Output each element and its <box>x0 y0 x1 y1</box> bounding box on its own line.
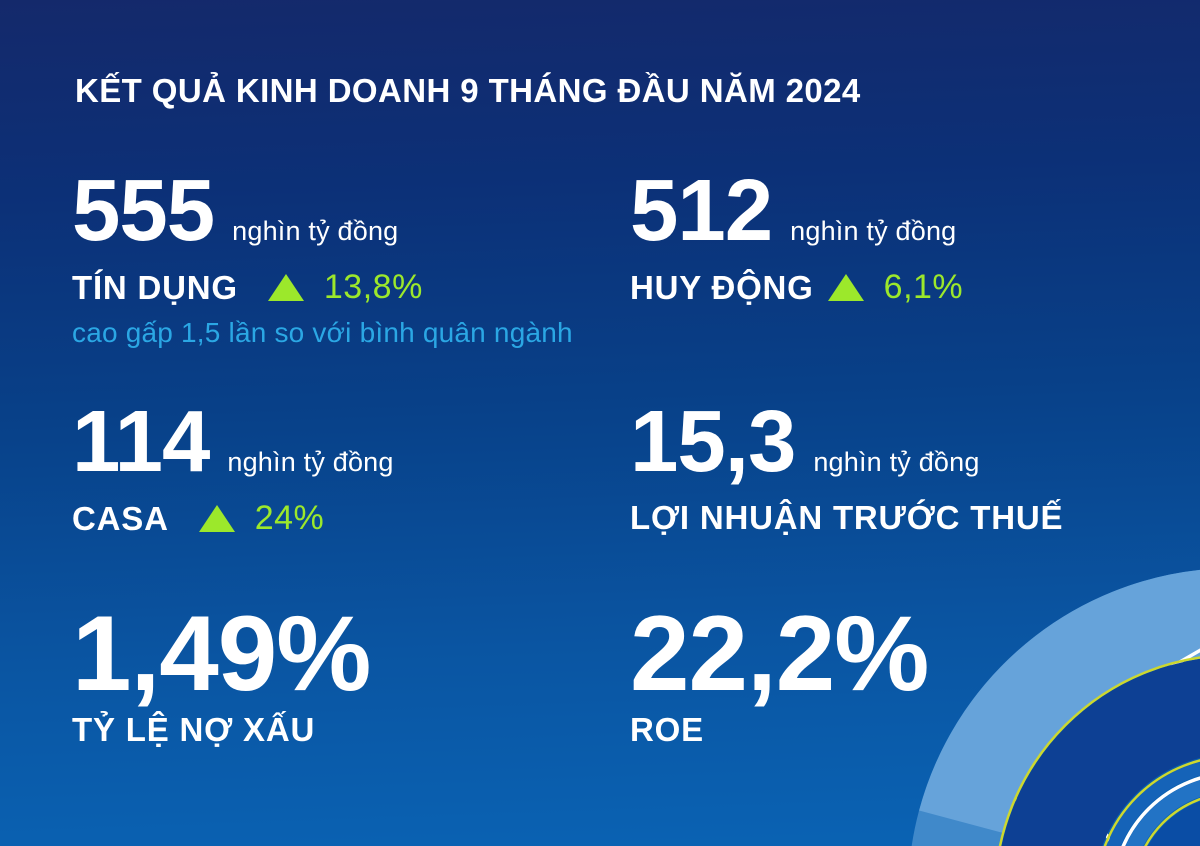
page-title: KẾT QUẢ KINH DOANH 9 THÁNG ĐẦU NĂM 2024 <box>75 72 861 109</box>
stat-value-row: 512 nghìn tỷ đồng <box>630 167 1190 254</box>
stat-label: HUY ĐỘNG <box>630 268 814 306</box>
stat-label-row: LỢI NHUẬN TRƯỚC THUẾ <box>630 499 1190 537</box>
stat-value-row: 22,2% <box>630 600 1190 707</box>
stat-unit: nghìn tỷ đồng <box>227 447 394 477</box>
stat-loi-nhuan: 15,3 nghìn tỷ đồng LỢI NHUẬN TRƯỚC THUẾ <box>630 398 1190 537</box>
stat-label: ROE <box>630 711 704 748</box>
stat-label-row: ROE <box>630 711 1190 749</box>
triangle-up-icon <box>267 274 304 301</box>
stat-label-row: HUY ĐỘNG 6,1% <box>630 268 1190 307</box>
triangle-up-icon <box>827 274 864 301</box>
stat-note: cao gấp 1,5 lần so với bình quân ngành <box>72 317 573 348</box>
stat-no-xau: 1,49% TỶ LỆ NỢ XẤU <box>72 600 632 749</box>
stat-delta: 6,1% <box>883 268 964 306</box>
stat-value: 512 <box>630 162 773 259</box>
stat-unit: nghìn tỷ đồng <box>813 447 980 477</box>
stat-tin-dung: 555 nghìn tỷ đồng TÍN DỤNG 13,8% cao gấp… <box>72 167 632 349</box>
stat-value: 22,2% <box>630 593 929 713</box>
stat-label-row: CASA 24% <box>72 499 632 538</box>
stat-delta: 13,8% <box>323 268 423 306</box>
stat-label: CASA <box>72 499 169 537</box>
stat-value-row: 114 nghìn tỷ đồng <box>72 398 632 485</box>
stat-value-row: 555 nghìn tỷ đồng <box>72 167 632 254</box>
stat-value: 1,49% <box>72 593 371 713</box>
stat-value-row: 1,49% <box>72 600 632 707</box>
stat-roe: 22,2% ROE <box>630 600 1190 749</box>
stat-delta: 24% <box>254 499 325 537</box>
stat-label: LỢI NHUẬN TRƯỚC THUẾ <box>630 499 1064 536</box>
stat-unit: nghìn tỷ đồng <box>790 216 957 246</box>
triangle-up-icon <box>198 505 235 532</box>
stat-value-row: 15,3 nghìn tỷ đồng <box>630 398 1190 485</box>
stat-casa: 114 nghìn tỷ đồng CASA 24% <box>72 398 632 538</box>
stat-label: TỶ LỆ NỢ XẤU <box>72 711 316 748</box>
stat-label-row: TỶ LỆ NỢ XẤU <box>72 711 632 749</box>
stat-label-row: TÍN DỤNG 13,8% <box>72 268 632 307</box>
stat-label: TÍN DỤNG <box>72 268 238 306</box>
stat-unit: nghìn tỷ đồng <box>232 216 399 246</box>
stat-huy-dong: 512 nghìn tỷ đồng HUY ĐỘNG 6,1% <box>630 167 1190 307</box>
stat-value: 15,3 <box>630 393 796 490</box>
stat-value: 114 <box>72 393 210 490</box>
stat-value: 555 <box>72 162 215 259</box>
